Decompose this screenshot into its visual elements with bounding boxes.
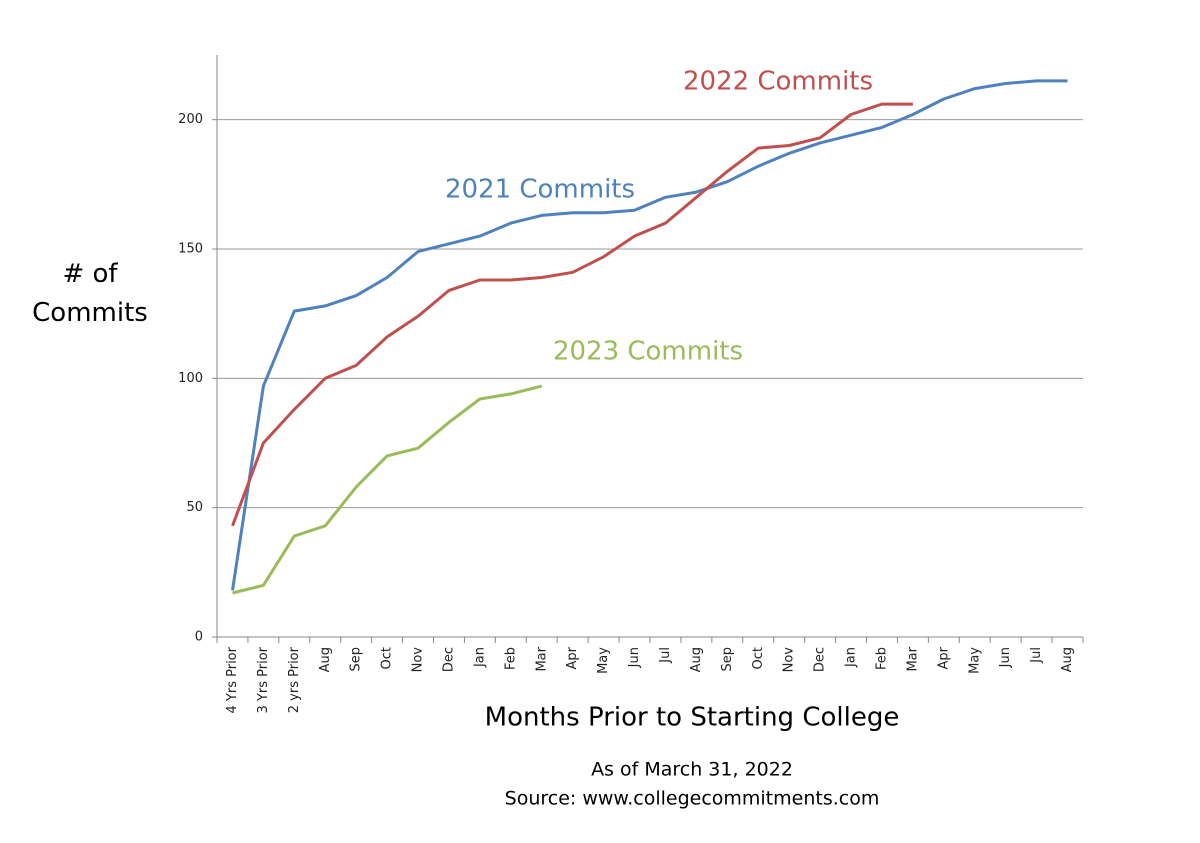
x-tick-label: Jan [844,647,859,668]
x-tick-label: Dec [813,647,828,672]
x-tick-label: Apr [565,646,580,669]
x-tick-label: Jul [1029,647,1044,664]
x-tick-label: May [596,647,611,674]
x-tick-label: Jan [472,647,487,668]
series-label: 2021 Commits [445,175,635,205]
series-line [232,384,543,595]
series-label: 2023 Commits [553,337,743,367]
x-tick-label: Aug [318,647,333,672]
y-tick-label: 150 [178,242,203,257]
x-tick-label: May [967,647,982,674]
x-tick-label: Aug [1060,647,1075,672]
note: As of March 31, 2022 [591,759,793,781]
note: Source: www.collegecommitments.com [505,788,880,810]
series-label: 2022 Commits [683,67,873,97]
x-tick-label: Nov [411,647,426,673]
x-tick-label: Feb [503,647,518,670]
x-tick-label: Aug [689,647,704,672]
x-tick-label: Nov [782,647,797,673]
y-axis-label: # of Commits [32,259,148,328]
x-tick-label: Jun [998,647,1013,668]
y-tick-label: 0 [195,630,203,645]
x-tick-label: 2 yrs Prior [287,646,302,713]
x-tick-label: 4 Yrs Prior [225,646,240,713]
y-tick-label: 200 [178,112,203,127]
x-tick-label: Apr [936,646,951,669]
x-tick-label: Mar [534,646,549,671]
x-tick-label: Mar [905,646,920,671]
x-tick-label: Sep [720,647,735,672]
x-axis-label: Months Prior to Starting College [485,703,900,733]
x-tick-label: Feb [874,647,889,670]
x-tick-label: Oct [380,647,395,669]
x-tick-label: 3 Yrs Prior [256,646,271,713]
x-tick-label: Oct [751,647,766,669]
x-tick-label: Jul [658,647,673,664]
y-tick-label: 50 [186,500,203,515]
x-tick-label: Dec [441,647,456,672]
x-tick-label: Jun [627,647,642,668]
y-tick-label: 100 [178,371,203,386]
series-line [231,79,1068,591]
series-line [231,102,913,527]
x-tick-label: Sep [349,647,364,672]
